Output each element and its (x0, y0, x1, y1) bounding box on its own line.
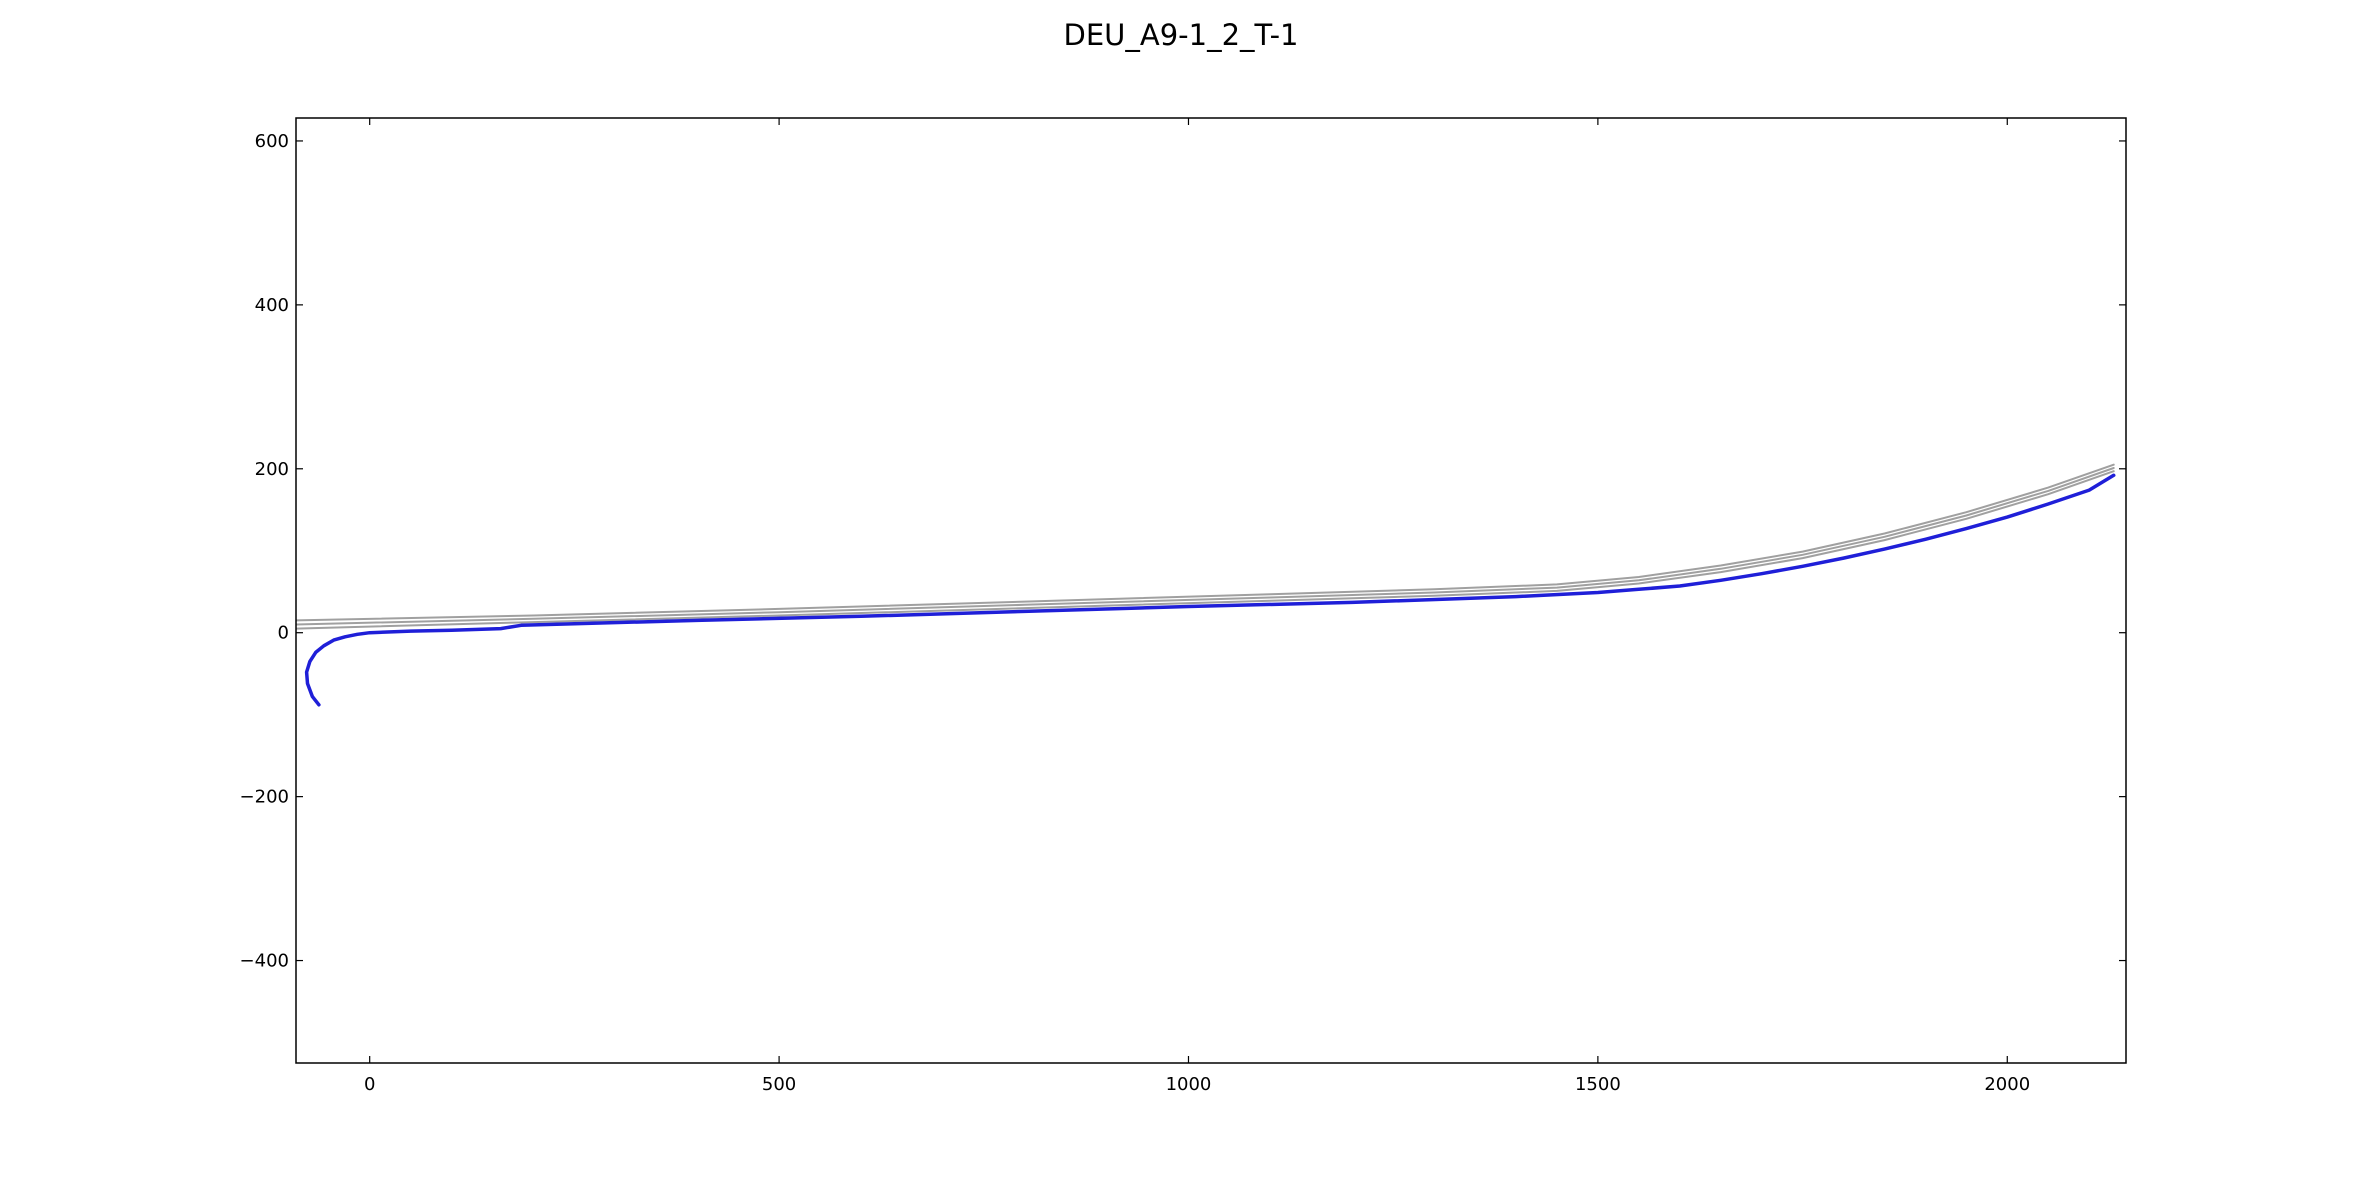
plot-frame (295, 117, 2127, 1064)
y-tick-label: 400 (255, 295, 289, 316)
y-tick-label: −400 (240, 951, 289, 972)
y-tick-label: 200 (255, 459, 289, 480)
trajectory-line (304, 473, 2116, 707)
series-layer (296, 463, 2116, 707)
y-tick-label: −200 (240, 787, 289, 808)
y-tick-label: 600 (255, 131, 289, 152)
lane-line-2 (296, 467, 2115, 626)
lane-line-3 (296, 470, 2115, 630)
x-tick-label: 1500 (1575, 1074, 1621, 1095)
x-tick-label: 500 (762, 1074, 796, 1095)
lane-line-1 (296, 463, 2115, 622)
x-tick-label: 1000 (1166, 1074, 1212, 1095)
tick-layer: 0 500 1000 1500 2000 −400 −200 0 200 400 600 (240, 118, 2126, 1095)
chart-title: DEU_A9-1_2_T-1 (1063, 18, 1298, 52)
x-tick-label: 2000 (1984, 1074, 2030, 1095)
x-tick-label: 0 (364, 1074, 375, 1095)
y-tick-label: 0 (278, 623, 289, 644)
